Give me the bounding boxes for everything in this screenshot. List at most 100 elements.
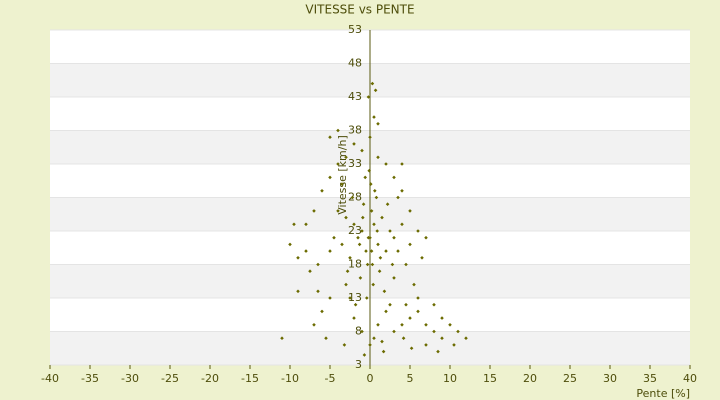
point <box>348 256 352 260</box>
point <box>369 182 373 186</box>
point <box>400 162 404 166</box>
x-tick-label: -15 <box>241 372 259 385</box>
point <box>372 222 376 227</box>
point <box>380 339 384 344</box>
point <box>367 168 371 173</box>
point <box>440 316 444 320</box>
point <box>340 242 344 247</box>
point <box>401 336 406 340</box>
point <box>404 262 408 267</box>
point <box>328 175 332 180</box>
point <box>366 95 371 99</box>
point <box>348 296 352 300</box>
point <box>328 249 332 253</box>
point <box>370 262 375 267</box>
point <box>280 336 284 340</box>
point <box>364 249 368 253</box>
point <box>404 302 408 307</box>
point <box>344 155 348 160</box>
point <box>292 222 296 227</box>
point <box>436 349 440 354</box>
point <box>340 182 344 186</box>
point <box>373 189 377 193</box>
x-tick-label: 40 <box>683 372 697 385</box>
point <box>361 202 366 206</box>
point <box>412 282 416 287</box>
point <box>371 282 375 287</box>
point <box>456 329 460 334</box>
point <box>353 302 358 307</box>
point <box>464 336 468 340</box>
point <box>369 209 374 213</box>
point <box>288 242 292 247</box>
point <box>384 162 388 166</box>
point <box>377 269 382 273</box>
point <box>384 309 388 314</box>
point <box>362 353 367 357</box>
x-tick-label: -5 <box>325 372 336 385</box>
y-tick-label: 13 <box>348 291 362 304</box>
point <box>432 302 436 307</box>
y-tick-label: 38 <box>348 124 362 137</box>
y-tick-label: 53 <box>348 23 362 36</box>
point <box>312 209 316 213</box>
point <box>381 349 386 354</box>
point <box>374 195 379 200</box>
point <box>376 155 380 160</box>
point <box>352 142 356 146</box>
point <box>388 302 392 307</box>
x-tick-label: 20 <box>523 372 537 385</box>
point <box>304 249 308 253</box>
point <box>424 235 428 240</box>
point <box>416 309 420 314</box>
point <box>336 162 340 166</box>
x-tick-label: 30 <box>603 372 617 385</box>
point <box>336 209 340 213</box>
point <box>408 316 412 320</box>
point <box>382 289 387 294</box>
point <box>400 189 404 193</box>
x-tick-label: 15 <box>483 372 497 385</box>
point <box>316 262 320 267</box>
point <box>375 229 379 233</box>
x-tick-label: 5 <box>407 372 414 385</box>
point <box>373 88 378 93</box>
point <box>363 175 367 180</box>
point <box>320 189 324 193</box>
point <box>370 81 375 86</box>
point <box>368 343 372 347</box>
x-tick-label: 35 <box>643 372 657 385</box>
point <box>424 323 428 327</box>
point <box>378 256 383 260</box>
x-tick-label: -40 <box>41 372 59 385</box>
point <box>352 316 356 320</box>
y-tick-label: 43 <box>348 90 362 103</box>
point <box>376 242 380 247</box>
point <box>342 343 347 347</box>
point <box>332 235 336 240</box>
point <box>396 249 400 253</box>
y-axis-label: Vitesse [km/h] <box>336 135 349 215</box>
y-tick-label: 28 <box>348 191 362 204</box>
point <box>416 296 420 300</box>
point <box>376 122 380 126</box>
point <box>448 323 452 327</box>
point <box>296 289 300 294</box>
point <box>345 269 350 273</box>
x-tick-label: -25 <box>161 372 179 385</box>
point <box>360 148 364 153</box>
point <box>308 269 312 273</box>
point <box>390 262 395 267</box>
point <box>320 309 324 314</box>
point <box>384 249 388 253</box>
point <box>328 296 332 300</box>
x-tick-label: 0 <box>367 372 374 385</box>
point <box>416 229 420 233</box>
point <box>357 242 362 247</box>
point <box>336 128 340 133</box>
point <box>358 276 363 280</box>
point <box>392 175 396 180</box>
point <box>385 202 390 206</box>
